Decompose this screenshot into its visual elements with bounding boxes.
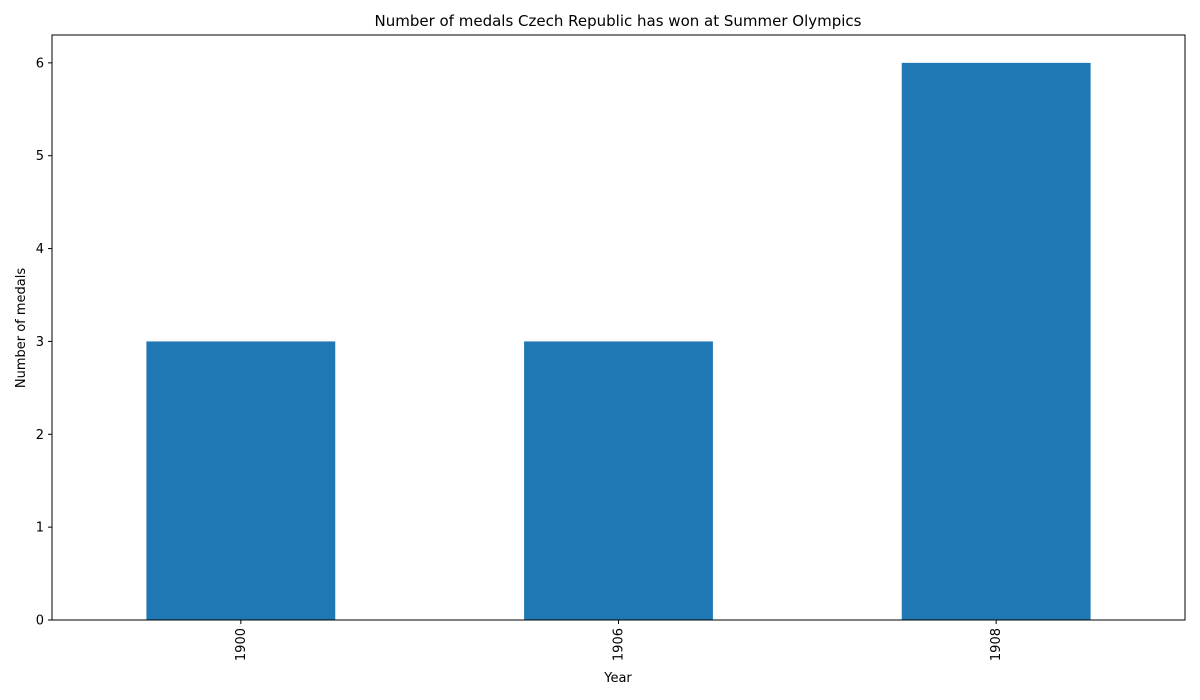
chart-title: Number of medals Czech Republic has won … — [374, 12, 861, 30]
y-tick-label: 1 — [36, 521, 44, 536]
y-tick-label: 2 — [36, 428, 44, 443]
x-axis-ticks: 1900 1906 1908 — [234, 620, 1004, 661]
bar-1900 — [146, 341, 336, 620]
x-tick-label: 1900 — [234, 628, 249, 661]
y-axis-ticks: 0 1 2 3 4 5 6 — [36, 56, 52, 629]
y-axis-label: Number of medals — [14, 268, 29, 389]
x-axis-label: Year — [603, 671, 632, 686]
bar-1906 — [524, 341, 713, 620]
y-tick-label: 6 — [36, 56, 44, 71]
bars-group — [146, 62, 1091, 621]
y-tick-label: 5 — [36, 149, 44, 164]
y-tick-label: 0 — [36, 614, 44, 629]
y-tick-label: 4 — [36, 242, 44, 257]
x-tick-label: 1906 — [612, 628, 627, 661]
y-tick-label: 3 — [36, 335, 44, 350]
x-tick-label: 1908 — [989, 628, 1004, 661]
bar-1908 — [901, 62, 1091, 621]
